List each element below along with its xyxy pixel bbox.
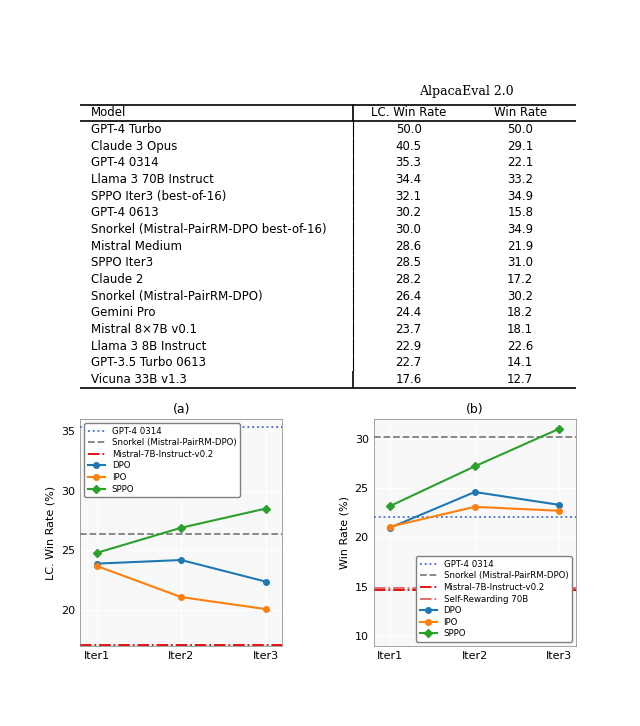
Title: (b): (b) <box>466 404 484 416</box>
Legend: GPT-4 0314, Snorkel (Mistral-PairRM-DPO), Mistral-7B-Instruct-v0.2, Self-Rewardi: GPT-4 0314, Snorkel (Mistral-PairRM-DPO)… <box>416 556 572 642</box>
Y-axis label: Win Rate (%): Win Rate (%) <box>339 496 349 569</box>
Title: (a): (a) <box>172 404 190 416</box>
Y-axis label: LC. Win Rate (%): LC. Win Rate (%) <box>45 486 56 579</box>
Legend: GPT-4 0314, Snorkel (Mistral-PairRM-DPO), Mistral-7B-Instruct-v0.2, DPO, IPO, SP: GPT-4 0314, Snorkel (Mistral-PairRM-DPO)… <box>84 423 240 497</box>
Text: AlpacaEval 2.0: AlpacaEval 2.0 <box>420 85 514 98</box>
